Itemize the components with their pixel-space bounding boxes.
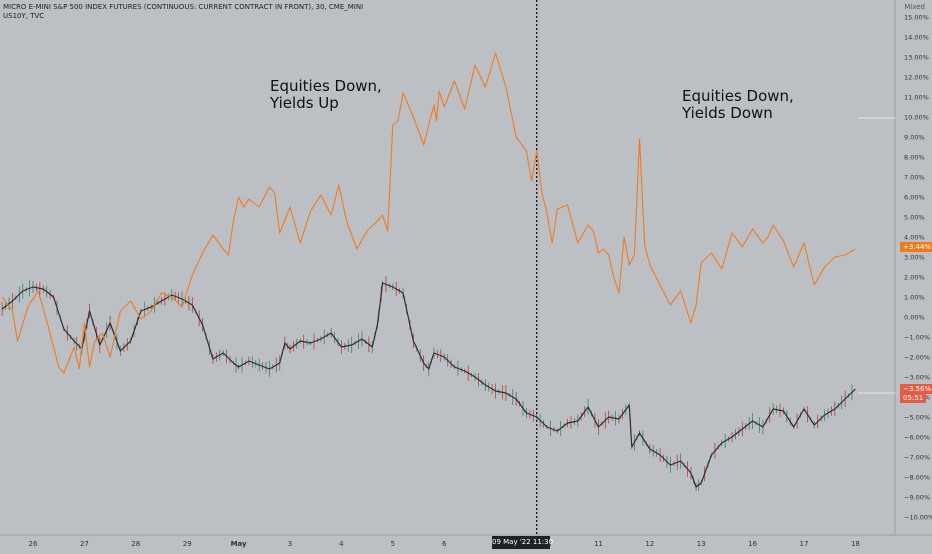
annotation-right: Equities Down, Yields Down [682, 87, 794, 122]
y-tick-label: 8.00% [904, 154, 925, 162]
y-tick-label: 1.00% [904, 294, 925, 302]
scale-mode-label[interactable]: Mixed [904, 3, 925, 11]
y-tick-label: 4.00% [904, 234, 925, 242]
y-tick-label: 10.00% [904, 114, 929, 122]
y-tick-label: −9.00% [904, 494, 930, 502]
y-tick-label: −10.00% [904, 514, 932, 522]
x-tick-label: May [231, 540, 247, 548]
x-tick-label: 4 [339, 540, 344, 548]
chart-title: MICRO E-MINI S&P 500 INDEX FUTURES (CONT… [3, 3, 364, 11]
y-tick-label: 5.00% [904, 214, 925, 222]
chart-subtitle: US10Y, TVC [3, 12, 45, 20]
y-tick-label: 9.00% [904, 134, 925, 142]
y-tick-label: 14.00% [904, 34, 929, 42]
x-tick-label: 5 [391, 540, 395, 548]
us10y-price-badge: +3.44% [900, 242, 932, 252]
x-tick-label: 18 [851, 540, 860, 548]
y-tick-label: −3.00% [904, 374, 930, 382]
y-tick-label: 2.00% [904, 274, 925, 282]
y-tick-label: 15.00% [904, 14, 929, 22]
es-candle-timer-badge: 05:51 [900, 393, 927, 403]
y-tick-label: 6.00% [904, 194, 925, 202]
x-tick-label: 27 [80, 540, 89, 548]
y-tick-label: 12.00% [904, 74, 929, 82]
annotation-left: Equities Down, Yields Up [270, 77, 382, 112]
x-tick-label: 11 [594, 540, 603, 548]
es-series-line [1, 282, 856, 488]
axes-layer [0, 0, 932, 536]
y-tick-label: 7.00% [904, 174, 925, 182]
x-tick-label: 29 [183, 540, 192, 548]
x-tick-label: 12 [645, 540, 654, 548]
y-tick-label: −6.00% [904, 434, 930, 442]
crosshair-time-label: 09 May '22 11:30 [492, 536, 553, 549]
es-price-badge: −3.56% [900, 384, 932, 394]
x-tick-label: 26 [29, 540, 38, 548]
y-tick-label: −7.00% [904, 454, 930, 462]
x-tick-label: 3 [288, 540, 292, 548]
x-tick-label: 17 [800, 540, 809, 548]
x-tick-label: 28 [131, 540, 140, 548]
y-tick-label: 3.00% [904, 254, 925, 262]
x-tick-label: 16 [748, 540, 757, 548]
y-tick-label: −1.00% [904, 334, 930, 342]
tick-labels-layer: 15.00% 14.00% 13.00% 12.00% 11.00% 10.00% 9.00… [29, 14, 932, 549]
y-tick-label: −5.00% [904, 414, 930, 422]
series-layer [1, 52, 856, 491]
y-tick-label: 0.00% [904, 314, 925, 322]
y-tick-label: 13.00% [904, 54, 929, 62]
us10y-series-line [1, 52, 856, 374]
y-tick-label: −8.00% [904, 474, 930, 482]
y-tick-label: 11.00% [904, 94, 929, 102]
x-tick-label: 13 [697, 540, 706, 548]
y-tick-label: −2.00% [904, 354, 930, 362]
x-tick-label: 6 [442, 540, 447, 548]
